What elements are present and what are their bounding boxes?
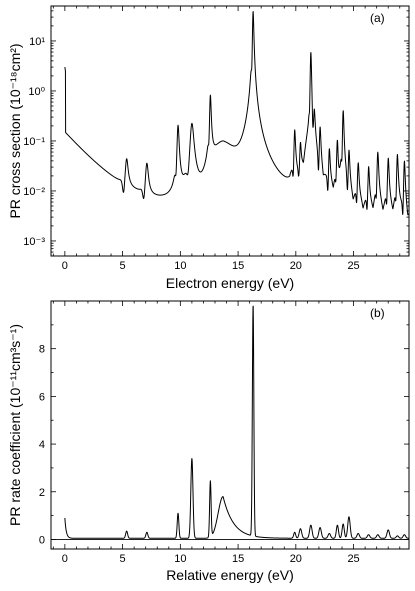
x-tick-label: 0 [62, 260, 68, 272]
cross-section-line [64, 11, 410, 216]
ticks-a: 0 5 10 15 20 25 10⁻³ 10⁻² 10⁻¹ 10⁰ 10¹ [23, 5, 409, 272]
y-tick-label: 10⁻¹ [23, 136, 45, 148]
panel-a: 0 5 10 15 20 25 10⁻³ 10⁻² 10⁻¹ 10⁰ 10¹ (a) Electro… [7, 5, 410, 291]
panel-label-a: (a) [370, 11, 385, 25]
plot-frame-b [50, 300, 410, 550]
y-tick-label: 10⁻² [23, 186, 45, 198]
x-tick-label: 20 [290, 553, 302, 565]
x-tick-label: 5 [120, 260, 126, 272]
y-tick-label: 10¹ [29, 36, 45, 48]
y-tick-label: 2 [39, 487, 45, 499]
x-tick-label: 10 [174, 260, 186, 272]
y-tick-label: 10⁻³ [23, 236, 45, 248]
x-tick-label: 20 [290, 260, 302, 272]
panel-b: 0 5 10 15 20 25 0 2 4 6 8 (b) Relative energy (eV)… [7, 300, 410, 583]
y-tick-label: 8 [39, 344, 45, 356]
y-axis-title-a: PR cross section (10⁻¹⁸cm²) [7, 43, 23, 218]
x-tick-label: 25 [347, 260, 359, 272]
y-axis-title-b: PR rate coefficient (10⁻¹¹cm³s⁻¹) [7, 324, 23, 526]
rate-coefficient-line [64, 305, 410, 539]
y-tick-label: 6 [39, 391, 45, 403]
y-tick-label: 0 [39, 534, 45, 546]
y-tick-label: 10⁰ [28, 86, 45, 98]
x-tick-label: 10 [174, 553, 186, 565]
x-tick-label: 0 [62, 553, 68, 565]
x-tick-label: 15 [232, 553, 244, 565]
x-tick-label: 15 [232, 260, 244, 272]
x-tick-label: 5 [120, 553, 126, 565]
x-tick-label: 25 [347, 553, 359, 565]
plot-frame-a [50, 5, 410, 257]
x-axis-title-b: Relative energy (eV) [166, 567, 294, 583]
x-axis-title-a: Electron energy (eV) [166, 275, 294, 291]
y-tick-label: 4 [39, 439, 45, 451]
ticks-b: 0 5 10 15 20 25 0 2 4 6 8 [39, 301, 409, 565]
panel-label-b: (b) [370, 306, 385, 320]
